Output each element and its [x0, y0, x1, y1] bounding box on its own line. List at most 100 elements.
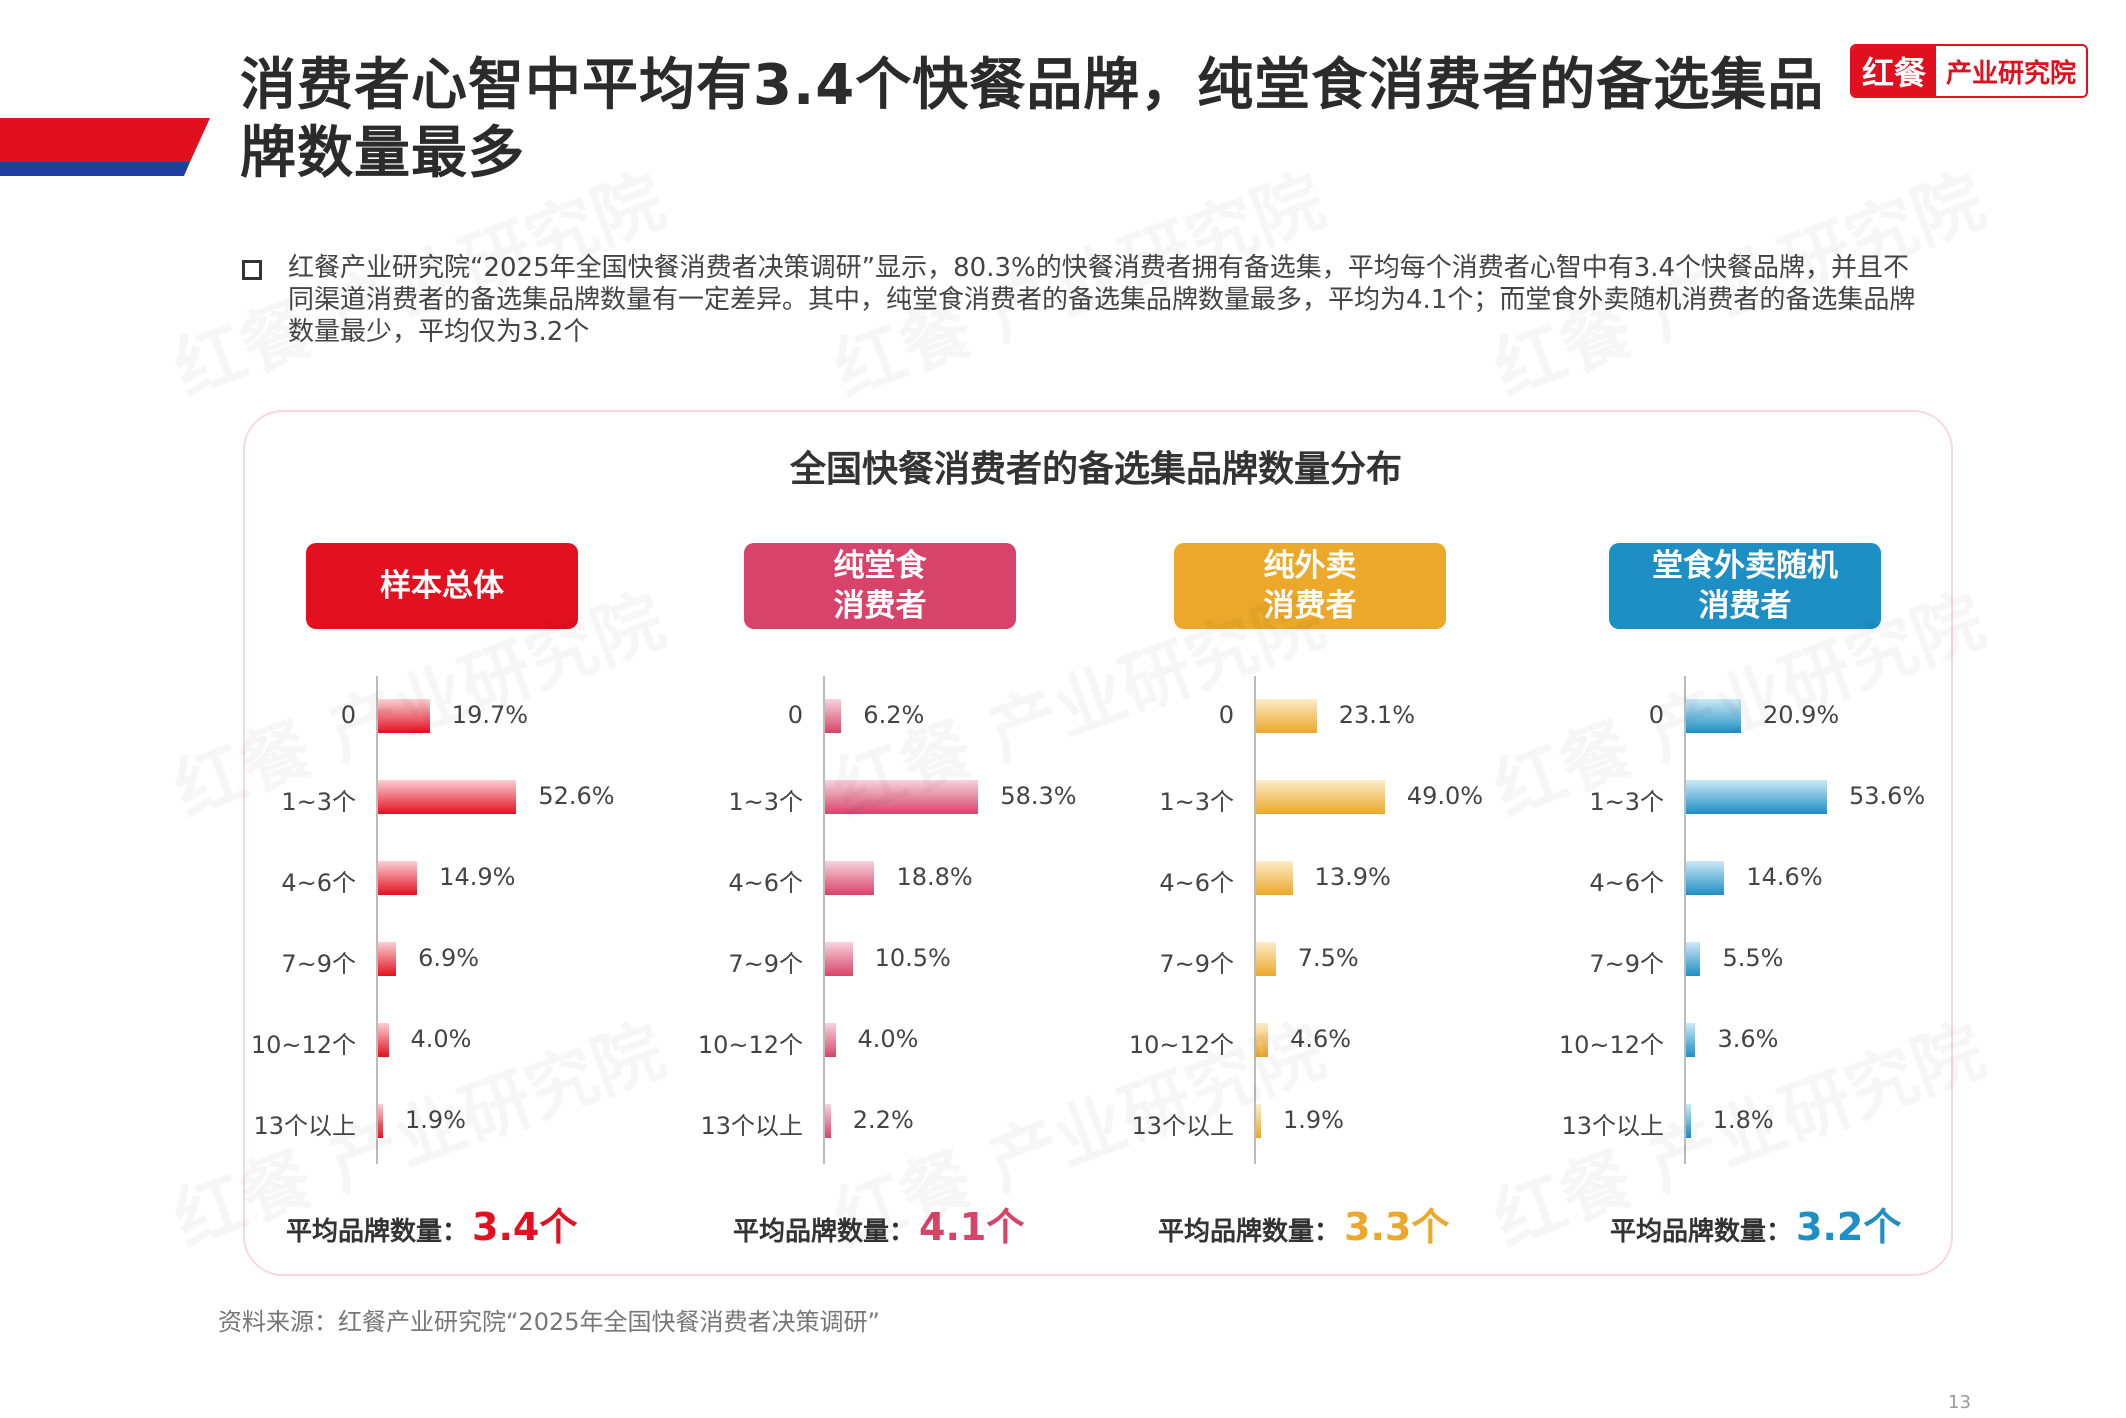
- value-label: 13.9%: [1314, 863, 1391, 891]
- average-label: 平均品牌数量：: [1158, 1217, 1341, 1247]
- category-axis-line: [376, 676, 378, 1164]
- value-label: 49.0%: [1406, 782, 1484, 810]
- average-value: 3.3个: [1344, 1205, 1450, 1249]
- category-label: 0: [340, 701, 356, 729]
- category-axis-line: [1684, 676, 1686, 1164]
- value-label: 53.6%: [1848, 782, 1926, 810]
- brand-logo: 红餐 产业研究院: [1850, 44, 2089, 98]
- value-label: 20.9%: [1762, 701, 1840, 729]
- page-title: 消费者心智中平均有3.4个快餐品牌，纯堂食消费者的备选集品牌数量最多: [240, 53, 1825, 186]
- average-brand-count: 平均品牌数量： 3.3个: [1158, 1196, 1449, 1251]
- category-label: 1~3个: [281, 788, 356, 816]
- bar: [1256, 699, 1317, 733]
- bar: [378, 1023, 389, 1057]
- bar: [378, 699, 430, 733]
- bar: [378, 942, 397, 976]
- bar: [378, 861, 418, 895]
- category-label: 7~9个: [728, 950, 803, 978]
- square-bullet-icon: [242, 260, 262, 280]
- value-label: 52.6%: [538, 782, 615, 810]
- category-label: 1~3个: [1589, 788, 1664, 816]
- series-badge: 纯堂食 消费者: [744, 543, 1016, 629]
- category-label: 10~12个: [697, 1031, 803, 1059]
- bar: [1256, 861, 1293, 895]
- bar: [1686, 1023, 1696, 1057]
- value-label: 4.6%: [1290, 1025, 1352, 1053]
- category-label: 4~6个: [728, 869, 803, 897]
- bar: [1686, 780, 1827, 814]
- average-label: 平均品牌数量：: [733, 1217, 916, 1247]
- bar: [825, 942, 853, 976]
- category-label: 13个以上: [253, 1112, 356, 1140]
- series-badge: 样本总体: [306, 543, 578, 629]
- average-brand-count: 平均品牌数量： 4.1个: [733, 1196, 1024, 1251]
- value-label: 5.5%: [1722, 944, 1784, 972]
- category-label: 13个以上: [700, 1112, 803, 1140]
- average-value: 3.4个: [472, 1205, 578, 1249]
- logo-brand-text: 红餐: [1852, 46, 1937, 96]
- average-brand-count: 平均品牌数量： 3.2个: [1610, 1196, 1901, 1251]
- bar: [378, 1104, 383, 1138]
- category-label: 10~12个: [250, 1031, 356, 1059]
- bar: [1686, 1104, 1691, 1138]
- logo-org-text: 产业研究院: [1936, 46, 2087, 96]
- bar: [1686, 861, 1725, 895]
- value-label: 14.6%: [1746, 863, 1823, 891]
- average-label: 平均品牌数量：: [286, 1217, 469, 1247]
- bar: [825, 1023, 836, 1057]
- bar: [1256, 1104, 1261, 1138]
- value-label: 4.0%: [857, 1025, 919, 1053]
- category-label: 4~6个: [1589, 869, 1664, 897]
- value-label: 7.5%: [1297, 944, 1359, 972]
- category-label: 7~9个: [281, 950, 356, 978]
- value-label: 6.2%: [863, 701, 925, 729]
- value-label: 1.9%: [404, 1106, 466, 1134]
- value-label: 4.0%: [410, 1025, 472, 1053]
- category-label: 1~3个: [1159, 788, 1234, 816]
- value-label: 58.3%: [1000, 782, 1077, 810]
- category-label: 4~6个: [281, 869, 356, 897]
- category-label: 7~9个: [1159, 950, 1234, 978]
- average-value: 3.2个: [1796, 1205, 1902, 1249]
- category-label: 13个以上: [1131, 1112, 1234, 1140]
- category-label: 1~3个: [728, 788, 803, 816]
- value-label: 1.8%: [1712, 1106, 1774, 1134]
- category-label: 0: [1648, 701, 1664, 729]
- category-label: 0: [1218, 701, 1234, 729]
- intro-paragraph: 红餐产业研究院“2025年全国快餐消费者决策调研”显示，80.3%的快餐消费者拥…: [242, 252, 1922, 348]
- chart-panel: [243, 410, 1953, 1276]
- bar: [378, 780, 517, 814]
- average-value: 4.1个: [919, 1205, 1025, 1249]
- bar: [825, 1104, 831, 1138]
- value-label: 23.1%: [1338, 701, 1415, 729]
- series-badge: 纯外卖 消费者: [1174, 543, 1446, 629]
- category-label: 10~12个: [1128, 1031, 1234, 1059]
- value-label: 14.9%: [439, 863, 516, 891]
- category-label: 7~9个: [1589, 950, 1664, 978]
- category-label: 10~12个: [1558, 1031, 1664, 1059]
- bar: [1686, 942, 1701, 976]
- category-label: 13个以上: [1561, 1112, 1664, 1140]
- average-label: 平均品牌数量：: [1610, 1217, 1793, 1247]
- bar: [825, 861, 875, 895]
- value-label: 10.5%: [874, 944, 951, 972]
- average-brand-count: 平均品牌数量： 3.4个: [286, 1196, 577, 1251]
- series-badge: 堂食外卖随机 消费者: [1609, 543, 1881, 629]
- bar: [1686, 699, 1741, 733]
- page-number: 13: [1948, 1392, 1971, 1413]
- chart-title: 全国快餐消费者的备选集品牌数量分布: [789, 449, 1402, 490]
- bar: [825, 780, 979, 814]
- value-label: 6.9%: [418, 944, 480, 972]
- category-axis-line: [823, 676, 825, 1164]
- intro-text: 红餐产业研究院“2025年全国快餐消费者决策调研”显示，80.3%的快餐消费者拥…: [288, 253, 1916, 347]
- value-label: 1.9%: [1282, 1106, 1344, 1134]
- bar: [1256, 942, 1276, 976]
- value-label: 2.2%: [852, 1106, 914, 1134]
- category-label: 0: [787, 701, 803, 729]
- bar: [825, 699, 842, 733]
- source-note: 资料来源：红餐产业研究院“2025年全国快餐消费者决策调研”: [218, 1308, 880, 1336]
- category-axis-line: [1254, 676, 1256, 1164]
- value-label: 3.6%: [1717, 1025, 1779, 1053]
- value-label: 19.7%: [451, 701, 529, 729]
- header-stripe-decoration: [0, 118, 210, 176]
